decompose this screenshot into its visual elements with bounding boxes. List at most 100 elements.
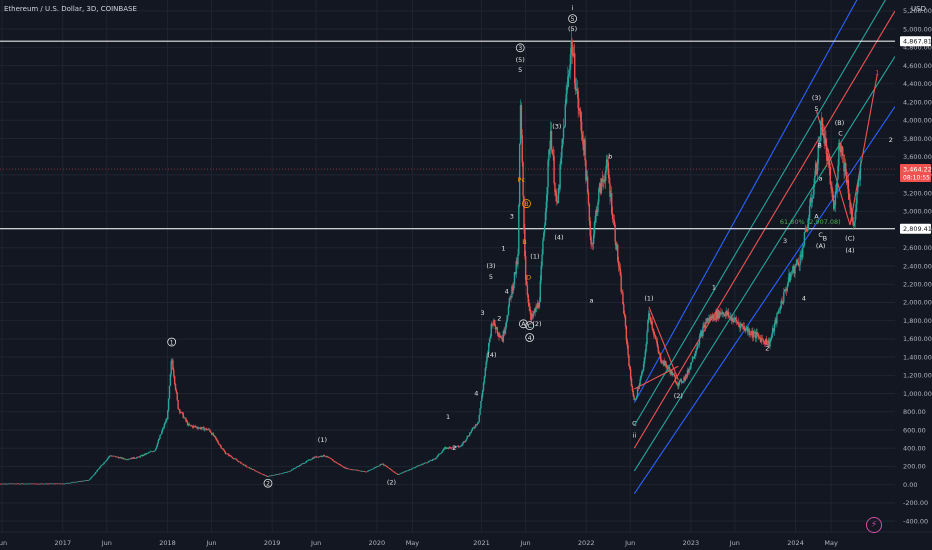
candle bbox=[564, 104, 566, 127]
candle bbox=[383, 464, 386, 466]
y-tick-label: 400.00 bbox=[903, 444, 926, 452]
candle bbox=[579, 110, 581, 111]
lightning-icon[interactable]: ⚡ bbox=[866, 517, 882, 533]
candle bbox=[759, 337, 762, 343]
candle bbox=[558, 188, 560, 189]
wave-label: (5) bbox=[516, 56, 525, 64]
candle bbox=[559, 164, 561, 189]
candle bbox=[744, 328, 746, 332]
candle bbox=[5, 483, 7, 485]
candle bbox=[386, 466, 388, 468]
wave-circle bbox=[518, 319, 528, 329]
candle bbox=[198, 427, 200, 429]
candle bbox=[86, 480, 88, 481]
candle bbox=[678, 380, 681, 383]
candle bbox=[228, 454, 230, 456]
candle bbox=[226, 453, 228, 455]
candle bbox=[9, 483, 12, 485]
candle bbox=[197, 427, 199, 429]
candle bbox=[29, 483, 31, 485]
candle bbox=[644, 351, 646, 358]
candle bbox=[85, 480, 87, 481]
candle bbox=[681, 382, 683, 383]
candle bbox=[150, 451, 153, 452]
candle bbox=[407, 470, 410, 471]
y-tick-label: 4,800.00 bbox=[903, 44, 932, 52]
candle bbox=[96, 470, 98, 472]
wave-circle bbox=[515, 43, 525, 53]
candle bbox=[695, 350, 697, 355]
candle bbox=[834, 191, 837, 206]
wave-label: 1 bbox=[170, 339, 174, 346]
candle bbox=[806, 230, 808, 231]
candle bbox=[856, 192, 858, 205]
candle bbox=[332, 459, 334, 461]
candle bbox=[78, 481, 80, 482]
candle bbox=[283, 472, 285, 474]
candle bbox=[243, 464, 246, 466]
level-tag-label: 4,867.81 bbox=[903, 38, 932, 46]
currency-label[interactable]: USD bbox=[911, 5, 926, 13]
candle bbox=[422, 463, 425, 465]
candle bbox=[785, 290, 788, 292]
candle bbox=[285, 472, 288, 473]
wave-circle bbox=[167, 337, 177, 347]
candle bbox=[760, 338, 763, 343]
wave-label: 4 bbox=[528, 335, 532, 342]
candle bbox=[547, 160, 549, 188]
candle bbox=[563, 126, 566, 129]
candle bbox=[303, 463, 306, 464]
candle bbox=[554, 182, 556, 193]
candle bbox=[495, 327, 498, 330]
candle bbox=[488, 338, 491, 343]
candle bbox=[32, 483, 35, 485]
candle bbox=[240, 461, 242, 464]
candle bbox=[286, 471, 289, 473]
candle bbox=[128, 458, 130, 460]
current-price-label: 3,464.22 bbox=[903, 166, 932, 174]
candle bbox=[239, 461, 241, 463]
candle bbox=[104, 461, 106, 463]
price-axis[interactable]: 5,200.00 5,000.00 4,800.00 4,600.00 4,400.00… bbox=[895, 0, 932, 550]
candle bbox=[278, 473, 281, 475]
candle bbox=[772, 328, 775, 332]
candle bbox=[18, 483, 20, 485]
candle bbox=[815, 163, 818, 175]
wave-label: Pc bbox=[518, 176, 526, 184]
candle bbox=[304, 462, 307, 464]
candle bbox=[529, 306, 531, 311]
candle bbox=[142, 454, 145, 456]
candle bbox=[254, 470, 257, 472]
candle bbox=[528, 303, 530, 307]
candle bbox=[674, 376, 677, 383]
wave-label: (5) bbox=[568, 25, 577, 33]
candle bbox=[802, 247, 804, 258]
candle bbox=[732, 318, 734, 323]
candle bbox=[716, 309, 719, 319]
y-tick-label: 1,400.00 bbox=[903, 353, 932, 361]
candle bbox=[71, 482, 73, 483]
candle bbox=[214, 435, 216, 438]
candle bbox=[38, 483, 40, 485]
candle bbox=[796, 260, 799, 263]
candle bbox=[353, 469, 356, 471]
candle bbox=[527, 294, 529, 304]
candle bbox=[210, 431, 212, 433]
candle bbox=[743, 326, 745, 329]
candle bbox=[217, 442, 220, 445]
candle bbox=[859, 164, 862, 180]
candle bbox=[584, 139, 586, 161]
candle bbox=[290, 469, 293, 471]
candle bbox=[103, 462, 105, 464]
candle bbox=[260, 473, 263, 475]
candle bbox=[642, 364, 645, 371]
candle bbox=[712, 314, 714, 319]
candle bbox=[313, 456, 315, 459]
candle bbox=[436, 456, 438, 458]
candle bbox=[166, 419, 168, 420]
candle bbox=[98, 468, 100, 470]
candle bbox=[817, 145, 819, 165]
candle bbox=[481, 395, 483, 402]
time-axis[interactable]: Jun 2017 Jun 2018 Jun 2019 Jun 2020 May 2021 Jun 20… bbox=[0, 531, 932, 550]
